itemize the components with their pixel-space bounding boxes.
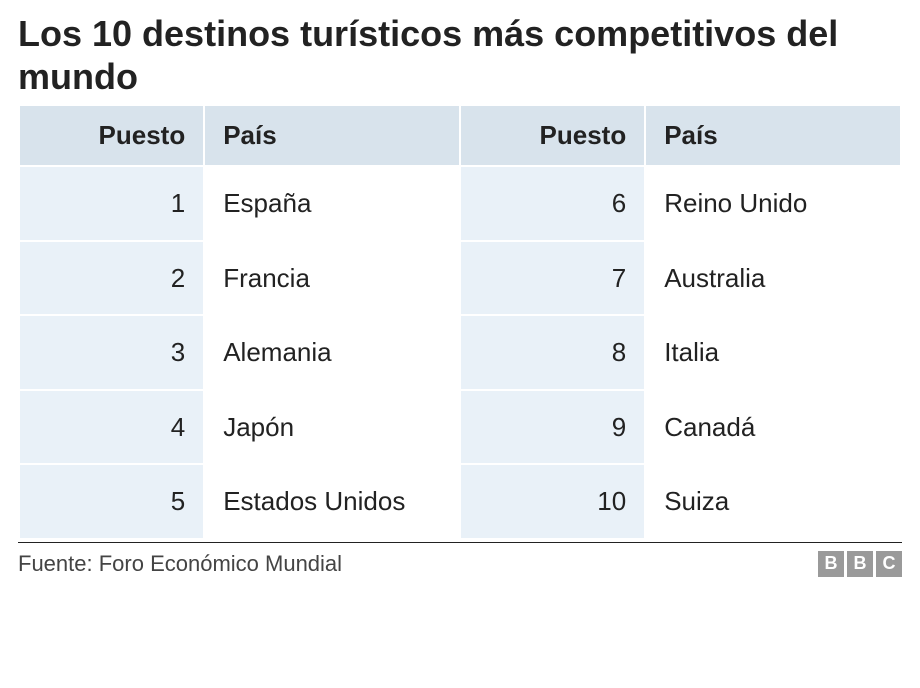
country-cell: Canadá	[645, 390, 901, 465]
bbc-logo-letter: B	[818, 551, 844, 577]
rank-cell: 6	[460, 166, 645, 241]
rank-cell: 8	[460, 315, 645, 390]
header-country-2: País	[645, 105, 901, 166]
rank-cell: 2	[19, 241, 204, 316]
ranking-table-container: Puesto País Puesto País 1 España 6 Reino…	[18, 104, 902, 540]
table-row: 3 Alemania 8 Italia	[19, 315, 901, 390]
country-cell: Reino Unido	[645, 166, 901, 241]
country-cell: España	[204, 166, 460, 241]
country-cell: Francia	[204, 241, 460, 316]
rank-cell: 3	[19, 315, 204, 390]
rank-cell: 5	[19, 464, 204, 539]
table-row: 4 Japón 9 Canadá	[19, 390, 901, 465]
rank-cell: 10	[460, 464, 645, 539]
country-cell: Estados Unidos	[204, 464, 460, 539]
rank-cell: 4	[19, 390, 204, 465]
footer: Fuente: Foro Económico Mundial B B C	[18, 542, 902, 577]
header-rank-1: Puesto	[19, 105, 204, 166]
bbc-logo: B B C	[818, 551, 902, 577]
header-country-1: País	[204, 105, 460, 166]
country-cell: Suiza	[645, 464, 901, 539]
country-cell: Italia	[645, 315, 901, 390]
rank-cell: 1	[19, 166, 204, 241]
country-cell: Alemania	[204, 315, 460, 390]
table-row: 5 Estados Unidos 10 Suiza	[19, 464, 901, 539]
country-cell: Australia	[645, 241, 901, 316]
rank-cell: 9	[460, 390, 645, 465]
bbc-logo-letter: B	[847, 551, 873, 577]
country-cell: Japón	[204, 390, 460, 465]
table-row: 2 Francia 7 Australia	[19, 241, 901, 316]
source-text: Fuente: Foro Económico Mundial	[18, 551, 342, 577]
header-rank-2: Puesto	[460, 105, 645, 166]
page-title: Los 10 destinos turísticos más competiti…	[18, 12, 902, 98]
bbc-logo-letter: C	[876, 551, 902, 577]
table-header-row: Puesto País Puesto País	[19, 105, 901, 166]
ranking-table: Puesto País Puesto País 1 España 6 Reino…	[18, 104, 902, 540]
table-row: 1 España 6 Reino Unido	[19, 166, 901, 241]
rank-cell: 7	[460, 241, 645, 316]
